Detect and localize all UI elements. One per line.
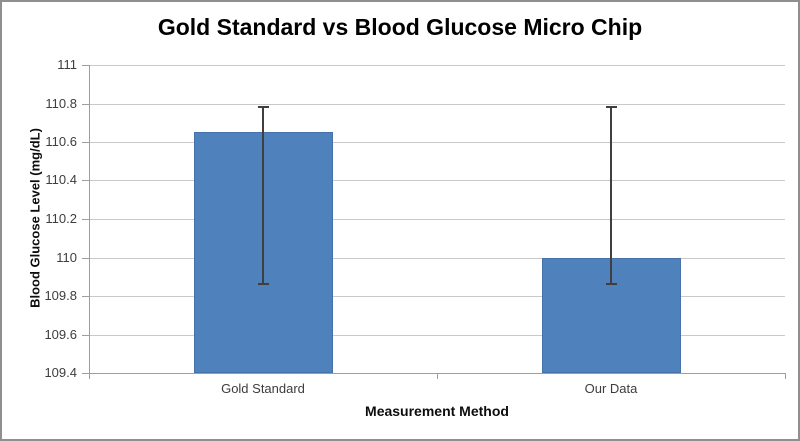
error-bar-cap-gold-standard [258,283,269,285]
x-tick-mark [89,373,90,379]
x-tick-label-gold-standard: Gold Standard [221,381,305,396]
y-tick-label: 110 [56,250,77,265]
y-gridline [89,104,785,105]
y-tick-label: 111 [57,57,77,72]
y-tick-label: 110.8 [45,96,77,111]
y-tick-mark [82,373,89,374]
y-tick-label: 109.4 [44,365,77,380]
y-gridline [89,219,785,220]
y-tick-label: 110.6 [45,134,77,149]
y-tick-mark [82,142,89,143]
y-gridline [89,335,785,336]
y-gridline [89,258,785,259]
error-bar-cap-our-data [606,283,617,285]
y-tick-mark [82,335,89,336]
y-tick-label: 110.2 [45,211,77,226]
y-tick-label: 109.6 [44,327,77,342]
y-tick-mark [82,65,89,66]
y-tick-mark [82,258,89,259]
x-tick-mark [785,373,786,379]
y-tick-label: 110.4 [45,172,77,187]
y-gridline [89,142,785,143]
error-bar-cap-our-data [606,106,617,108]
y-tick-mark [82,219,89,220]
chart-title: Gold Standard vs Blood Glucose Micro Chi… [157,14,643,40]
x-tick-label-our-data: Our Data [584,381,638,396]
y-axis-line [89,65,90,373]
error-bar-line-gold-standard [262,107,264,284]
y-tick-mark [82,180,89,181]
error-bar-cap-gold-standard [258,106,269,108]
y-gridline [89,296,785,297]
y-gridline [89,180,785,181]
y-tick-mark [82,296,89,297]
x-tick-mark [437,373,438,379]
y-tick-mark [82,104,89,105]
x-axis-title: Measurement Method [365,403,509,419]
error-bar-line-our-data [610,107,612,284]
y-gridline [89,65,785,66]
y-tick-label: 109.8 [44,288,77,303]
